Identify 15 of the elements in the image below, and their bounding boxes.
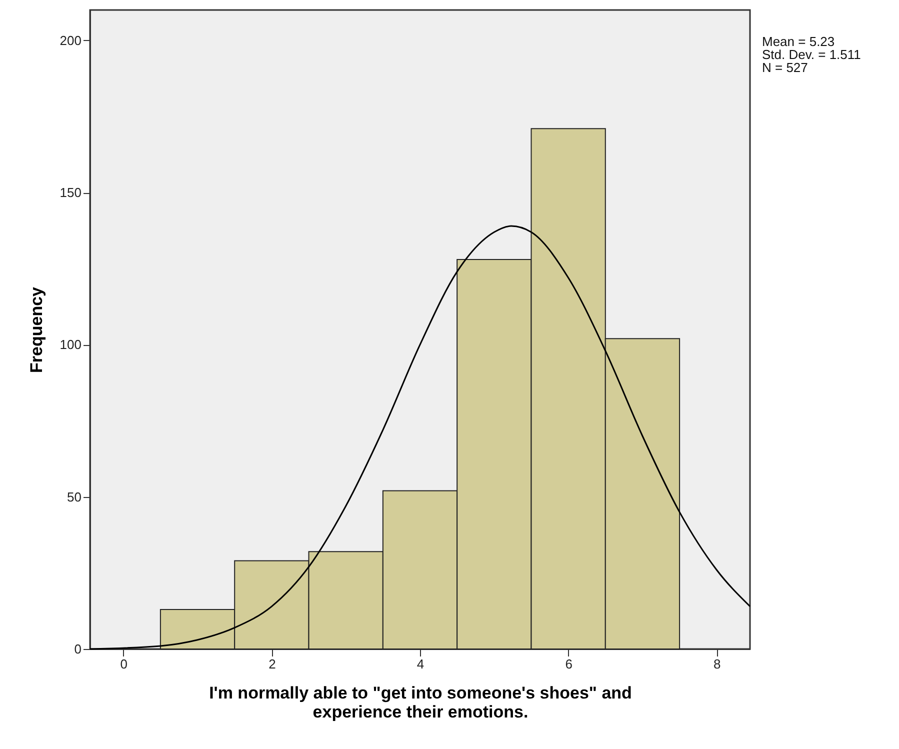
y-tick-label: 200 — [60, 32, 82, 48]
x-axis-title: I'm normally able to "get into someone's shoes" and experience their emotions. — [209, 684, 632, 722]
x-tick-label: 6 — [565, 656, 572, 672]
y-tick-label: 100 — [60, 337, 82, 352]
x-tick-label: 2 — [268, 656, 276, 672]
y-tick-label: 150 — [60, 185, 82, 200]
y-tick-label: 50 — [67, 489, 82, 504]
text: Std. Dev. = 1.511 — [762, 47, 861, 62]
x-tick-label: 0 — [120, 656, 128, 672]
text: Mean = 5.23 — [762, 34, 835, 49]
x-tick-label: 4 — [416, 656, 424, 672]
x-tick-label: 8 — [714, 656, 721, 672]
y-tick-label: 0 — [74, 642, 82, 656]
y-axis-title: Frequency — [26, 286, 46, 373]
text: N = 527 — [762, 60, 808, 75]
